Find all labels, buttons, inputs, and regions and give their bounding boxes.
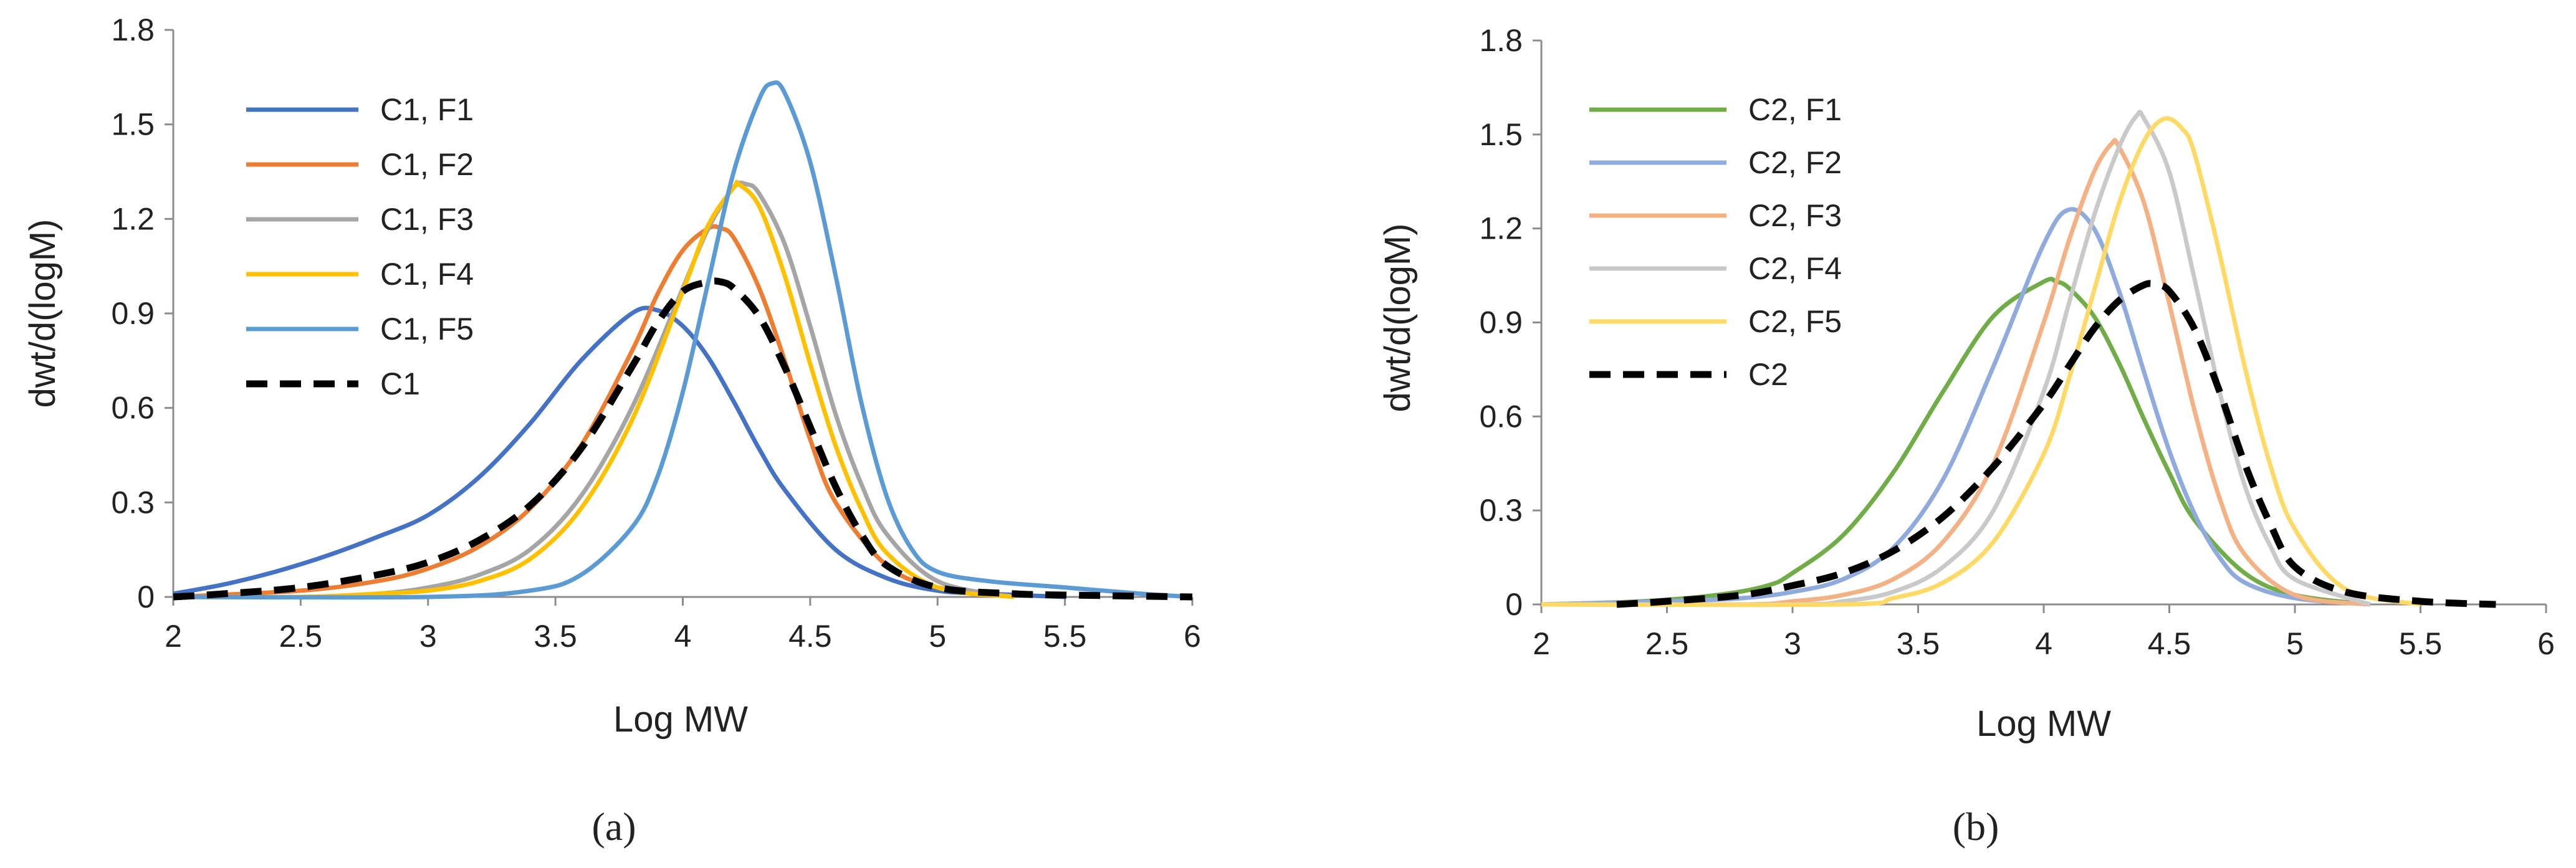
series-line-c2-f1 — [1541, 277, 2371, 607]
series-line-c2-f5 — [1541, 116, 2421, 608]
x-tick-label: 5.5 — [2399, 626, 2443, 661]
x-tick-label: 4.5 — [2148, 626, 2191, 661]
x-tick-label: 6 — [1184, 619, 1201, 654]
x-tick-label: 2 — [165, 619, 182, 654]
legend-entry: C1, F2 — [380, 147, 474, 182]
legend-entry: C1, F5 — [380, 312, 474, 346]
legend-entry: C2, F5 — [1748, 304, 1842, 339]
legend-entry: C2, F1 — [1748, 92, 1842, 127]
x-tick-label: 5.5 — [1043, 619, 1087, 654]
legend-entry: C2, F3 — [1748, 198, 1842, 233]
x-tick-label: 2 — [1533, 626, 1550, 661]
y-axis-label: dwt/d(logM) — [1377, 224, 1418, 413]
legend-entry: C2, F2 — [1748, 145, 1842, 180]
y-tick-label: 0.6 — [1479, 399, 1523, 434]
y-tick-label: 1.8 — [1479, 23, 1523, 58]
x-tick-label: 4 — [2035, 626, 2052, 661]
panel-label: (b) — [1953, 804, 1999, 849]
legend-entry: C1 — [380, 366, 420, 401]
y-tick-label: 1.5 — [1479, 117, 1523, 152]
y-tick-label: 0.9 — [111, 296, 155, 331]
y-tick-label: 0.6 — [111, 391, 155, 426]
series-line-c2-f2 — [1541, 207, 2371, 607]
y-tick-label: 0 — [137, 579, 155, 614]
series-line-c1-f1 — [173, 305, 1065, 599]
y-tick-label: 0 — [1505, 587, 1523, 622]
legend-entry: C1, F4 — [380, 257, 474, 292]
x-tick-label: 6 — [2537, 626, 2555, 661]
x-axis-label: Log MW — [1976, 703, 2111, 744]
y-tick-label: 1.5 — [111, 107, 155, 142]
x-tick-label: 2.5 — [1645, 626, 1689, 661]
y-tick-label: 1.2 — [1479, 211, 1523, 246]
panel-label: (a) — [591, 804, 636, 849]
x-tick-label: 3.5 — [1897, 626, 1940, 661]
series-line-c2-f4 — [1541, 110, 2372, 607]
series-line-c1-f4 — [173, 179, 1015, 599]
x-tick-label: 5 — [2286, 626, 2304, 661]
x-tick-label: 3.5 — [534, 619, 577, 654]
legend-entry: C1, F1 — [380, 92, 474, 127]
x-tick-label: 4.5 — [788, 619, 832, 654]
series-line-c2-f3 — [1541, 138, 2371, 607]
legend-entry: C2, F4 — [1748, 251, 1842, 286]
series-line-c1-f2 — [173, 224, 1015, 599]
y-tick-label: 0.3 — [1479, 493, 1523, 528]
legend-entry: C1, F3 — [380, 202, 474, 237]
x-tick-label: 2.5 — [279, 619, 323, 654]
x-tick-label: 4 — [674, 619, 692, 654]
series-line-c2 — [1616, 280, 2496, 608]
series-line-c1 — [173, 277, 1193, 601]
y-tick-label: 1.8 — [111, 12, 155, 47]
chart-panel-b: 0 0.3 0.6 0.9 1.2 1.5 1.8 2 2.5 3 3.5 4 4.5 5 5.5 6 C2,… — [1377, 23, 2555, 849]
x-tick-label: 3 — [419, 619, 437, 654]
y-tick-label: 0.9 — [1479, 305, 1523, 340]
x-tick-label: 3 — [1784, 626, 1801, 661]
x-tick-label: 5 — [929, 619, 946, 654]
y-axis-label: dwt/d(logM) — [22, 219, 63, 408]
series-line-c1-f5 — [173, 80, 1193, 600]
legend-entry: C2 — [1748, 357, 1788, 392]
chart-panel-a: 0 0.3 0.6 0.9 1.2 1.5 1.8 2 2.5 3 3.5 4 4.5 5 5.5 6 C1,… — [22, 12, 1201, 849]
x-axis-label: Log MW — [613, 699, 748, 740]
y-tick-label: 0.3 — [111, 485, 155, 520]
y-tick-label: 1.2 — [111, 201, 155, 236]
